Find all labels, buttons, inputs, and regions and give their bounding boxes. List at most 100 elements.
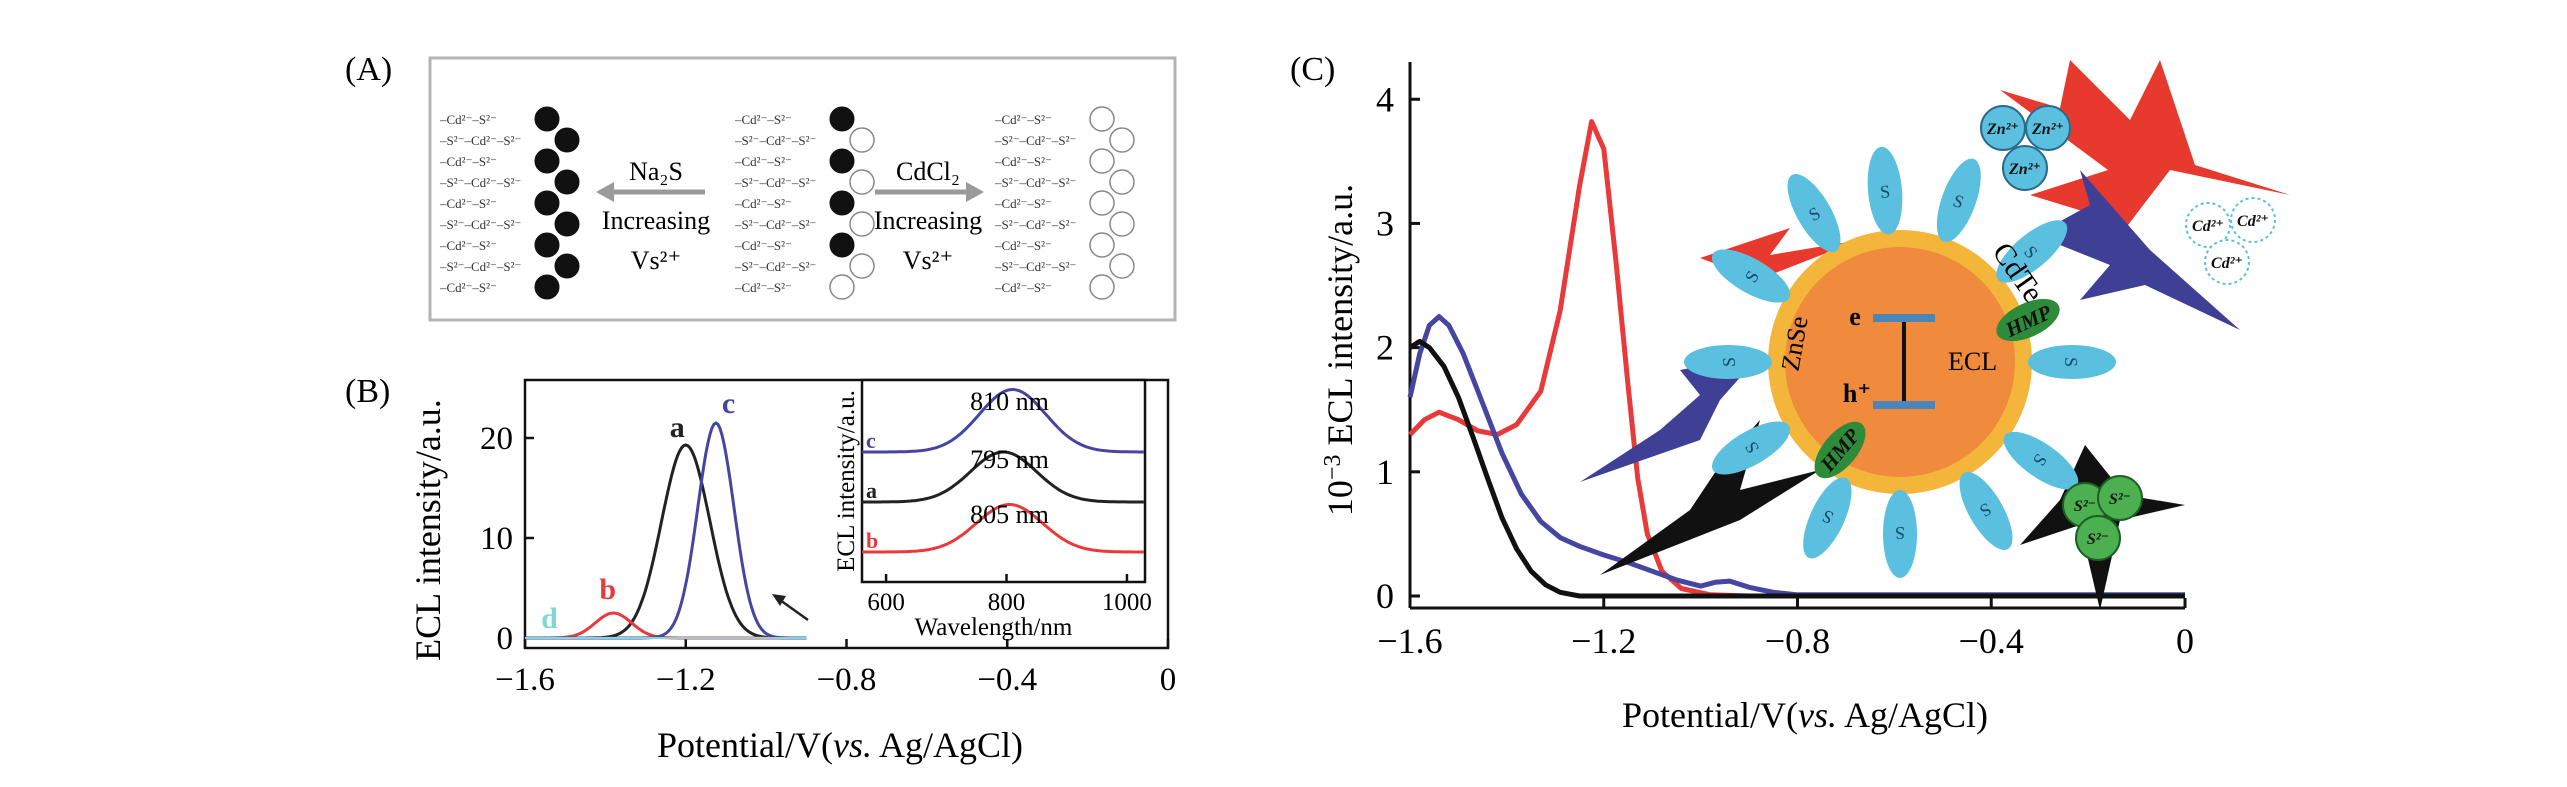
sulfur-atom bbox=[554, 169, 580, 195]
lattice-row: –S²⁻–Cd²⁻–S²⁻ bbox=[439, 259, 521, 274]
sulfur-vacancy bbox=[849, 127, 875, 153]
chart-b-xtick-label: −0.8 bbox=[817, 662, 877, 698]
cd-ion: Cd²⁺ bbox=[2185, 202, 2231, 248]
lattice-row: –Cd²⁻–S²⁻ bbox=[994, 154, 1052, 169]
lattice-row: –Cd²⁻–S²⁻ bbox=[994, 280, 1052, 295]
chart-b-series-a bbox=[525, 443, 807, 640]
chart-c-series-red bbox=[1408, 119, 2185, 599]
chart-c-series-blue bbox=[1407, 314, 2185, 598]
na2s-label: Na₂S bbox=[629, 157, 683, 186]
lattice-row: –Cd²⁻–S²⁻ bbox=[994, 196, 1052, 211]
lattice-row: –Cd²⁻–S²⁻ bbox=[734, 112, 792, 127]
chart-c-xtick-label: −0.8 bbox=[1765, 621, 1830, 661]
hmp-ligand-left: HMP bbox=[1814, 421, 1866, 479]
lattice-row: –S²⁻–Cd²⁻–S²⁻ bbox=[734, 133, 816, 148]
lattice-row: –Cd²⁻–S²⁻ bbox=[439, 238, 497, 253]
ligand: S bbox=[1712, 421, 1791, 475]
lattice-row: –Cd²⁻–S²⁻ bbox=[439, 154, 497, 169]
lattice-right: –Cd²⁻–S²⁻ –S²⁻–Cd²⁻–S²⁻ –Cd²⁻–S²⁻ –S²⁻–Cd²⁻… bbox=[994, 106, 1135, 300]
chart-b-scan-arrow bbox=[772, 594, 809, 622]
ligand: S bbox=[2003, 431, 2079, 490]
s-ion: S²⁻ bbox=[2097, 475, 2143, 521]
sulfur-vacancy bbox=[1089, 106, 1115, 132]
sulfur-atom bbox=[554, 253, 580, 279]
svg-text:Zn²⁺: Zn²⁺ bbox=[2031, 121, 2064, 138]
svg-text:S: S bbox=[1879, 181, 1891, 202]
chart-c-ytick-label: 3 bbox=[1376, 203, 1394, 243]
na2s-arrow bbox=[596, 182, 705, 202]
chart-c-ytick-label: 4 bbox=[1376, 79, 1394, 119]
chart-c: −1.6 −1.2 −0.8 −0.4 0 0 1 2 3 4 bbox=[1376, 62, 2194, 661]
ligand: S bbox=[1936, 158, 1981, 243]
chart-c-xtick-label: 0 bbox=[2176, 621, 2194, 661]
panel-a-frame bbox=[428, 56, 1177, 322]
inset-series-label: c bbox=[866, 428, 876, 453]
sulfur-vacancy bbox=[1089, 232, 1115, 258]
inset-frame bbox=[860, 378, 1147, 584]
svg-text:S²⁻: S²⁻ bbox=[2074, 498, 2096, 515]
sulfur-vacancy bbox=[1089, 148, 1115, 174]
panel-label-c: (C) bbox=[1290, 51, 1335, 88]
chart-b-series-label: a bbox=[670, 411, 685, 444]
lattice-row: –S²⁻–Cd²⁻–S²⁻ bbox=[734, 175, 816, 190]
chart-c-ylabel: 10−3 ECL intensity/a.u. bbox=[1320, 184, 1360, 516]
lattice-row: –Cd²⁻–S²⁻ bbox=[734, 196, 792, 211]
lattice-row: –Cd²⁻–S²⁻ bbox=[734, 154, 792, 169]
zn-ion: Zn²⁺ bbox=[2025, 105, 2071, 151]
inset-xtick-label: 800 bbox=[988, 589, 1026, 616]
hole-label: h⁺ bbox=[1843, 379, 1871, 408]
lattice-row: –S²⁻–Cd²⁻–S²⁻ bbox=[994, 217, 1076, 232]
sulfur-atom bbox=[829, 232, 855, 258]
chart-c-ytick-label: 1 bbox=[1376, 452, 1394, 492]
lattice-row: –S²⁻–Cd²⁻–S²⁻ bbox=[734, 259, 816, 274]
lattice-row: –Cd²⁻–S²⁻ bbox=[439, 196, 497, 211]
sulfur-vacancy bbox=[849, 169, 875, 195]
chart-c-xtick-label: −1.2 bbox=[1571, 621, 1636, 661]
lattice-row: –S²⁻–Cd²⁻–S²⁻ bbox=[994, 259, 1076, 274]
lattice-row: –S²⁻–Cd²⁻–S²⁻ bbox=[439, 133, 521, 148]
inset-ylabel: ECL intensity/a.u. bbox=[833, 390, 860, 572]
lattice-row: –S²⁻–Cd²⁻–S²⁻ bbox=[734, 217, 816, 232]
ligand: S bbox=[1684, 345, 1772, 379]
ion-clusters: Zn²⁺ Zn²⁺ Zn²⁺ Cd²⁺ Cd²⁺ Cd²⁺ S²⁻ S²⁻ S²⁻ bbox=[1980, 105, 2276, 561]
panel-label-b: (B) bbox=[345, 373, 390, 410]
chart-b-xlabel: Potential/V(vs. Ag/AgCl) bbox=[657, 725, 1023, 765]
lattice-row: –Cd²⁻–S²⁻ bbox=[439, 280, 497, 295]
chart-b-series-label: c bbox=[722, 387, 735, 420]
cdte-core bbox=[1785, 247, 2015, 477]
ligand: S bbox=[1883, 490, 1917, 578]
chart-b-xtick-label: −0.4 bbox=[977, 662, 1037, 698]
inset-series-c bbox=[862, 388, 1144, 454]
lattice-row: –Cd²⁻–S²⁻ bbox=[439, 112, 497, 127]
chart-b-xtick-label: −1.2 bbox=[656, 662, 716, 698]
lattice-middle: –Cd²⁻–S²⁻ –S²⁻–Cd²⁻–S²⁻ –Cd²⁻–S²⁻ –S²⁻–Cd²⁻… bbox=[734, 106, 875, 300]
zn-ion: Zn²⁺ bbox=[2002, 145, 2048, 191]
lattice-row: –Cd²⁻–S²⁻ bbox=[994, 238, 1052, 253]
sulfur-vacancy bbox=[849, 211, 875, 237]
sulfur-atom bbox=[534, 106, 560, 132]
inset-series-a bbox=[862, 450, 1144, 504]
s-ion: S²⁻ bbox=[2075, 515, 2121, 561]
zn-ion: Zn²⁺ bbox=[1980, 105, 2026, 151]
chart-b-series-label: b bbox=[599, 573, 616, 606]
ecl-label: ECL bbox=[1948, 347, 1997, 376]
chart-c-series-black bbox=[1408, 338, 2185, 599]
chart-b-ytick-label: 10 bbox=[480, 521, 513, 557]
ligand: S bbox=[1996, 220, 2068, 283]
svg-text:Cd²⁺: Cd²⁺ bbox=[2211, 255, 2243, 272]
lattice-row: –S²⁻–Cd²⁻–S²⁻ bbox=[994, 133, 1076, 148]
ligand: S bbox=[1803, 477, 1852, 559]
inset-series-b bbox=[862, 503, 1144, 554]
chart-c-ytick-label: 2 bbox=[1376, 328, 1394, 368]
chart-c-ytick-label: 0 bbox=[1376, 576, 1394, 616]
svg-text:Zn²⁺: Zn²⁺ bbox=[2008, 161, 2041, 178]
svg-text:Cd²⁺: Cd²⁺ bbox=[2192, 218, 2224, 235]
sulfur-vacancy bbox=[1109, 211, 1135, 237]
sulfur-vacancy bbox=[849, 253, 875, 279]
svg-text:Cd²⁺: Cd²⁺ bbox=[2237, 213, 2269, 230]
zn-arrow bbox=[1700, 60, 2290, 292]
increasing-label-right: Increasing bbox=[874, 206, 982, 235]
